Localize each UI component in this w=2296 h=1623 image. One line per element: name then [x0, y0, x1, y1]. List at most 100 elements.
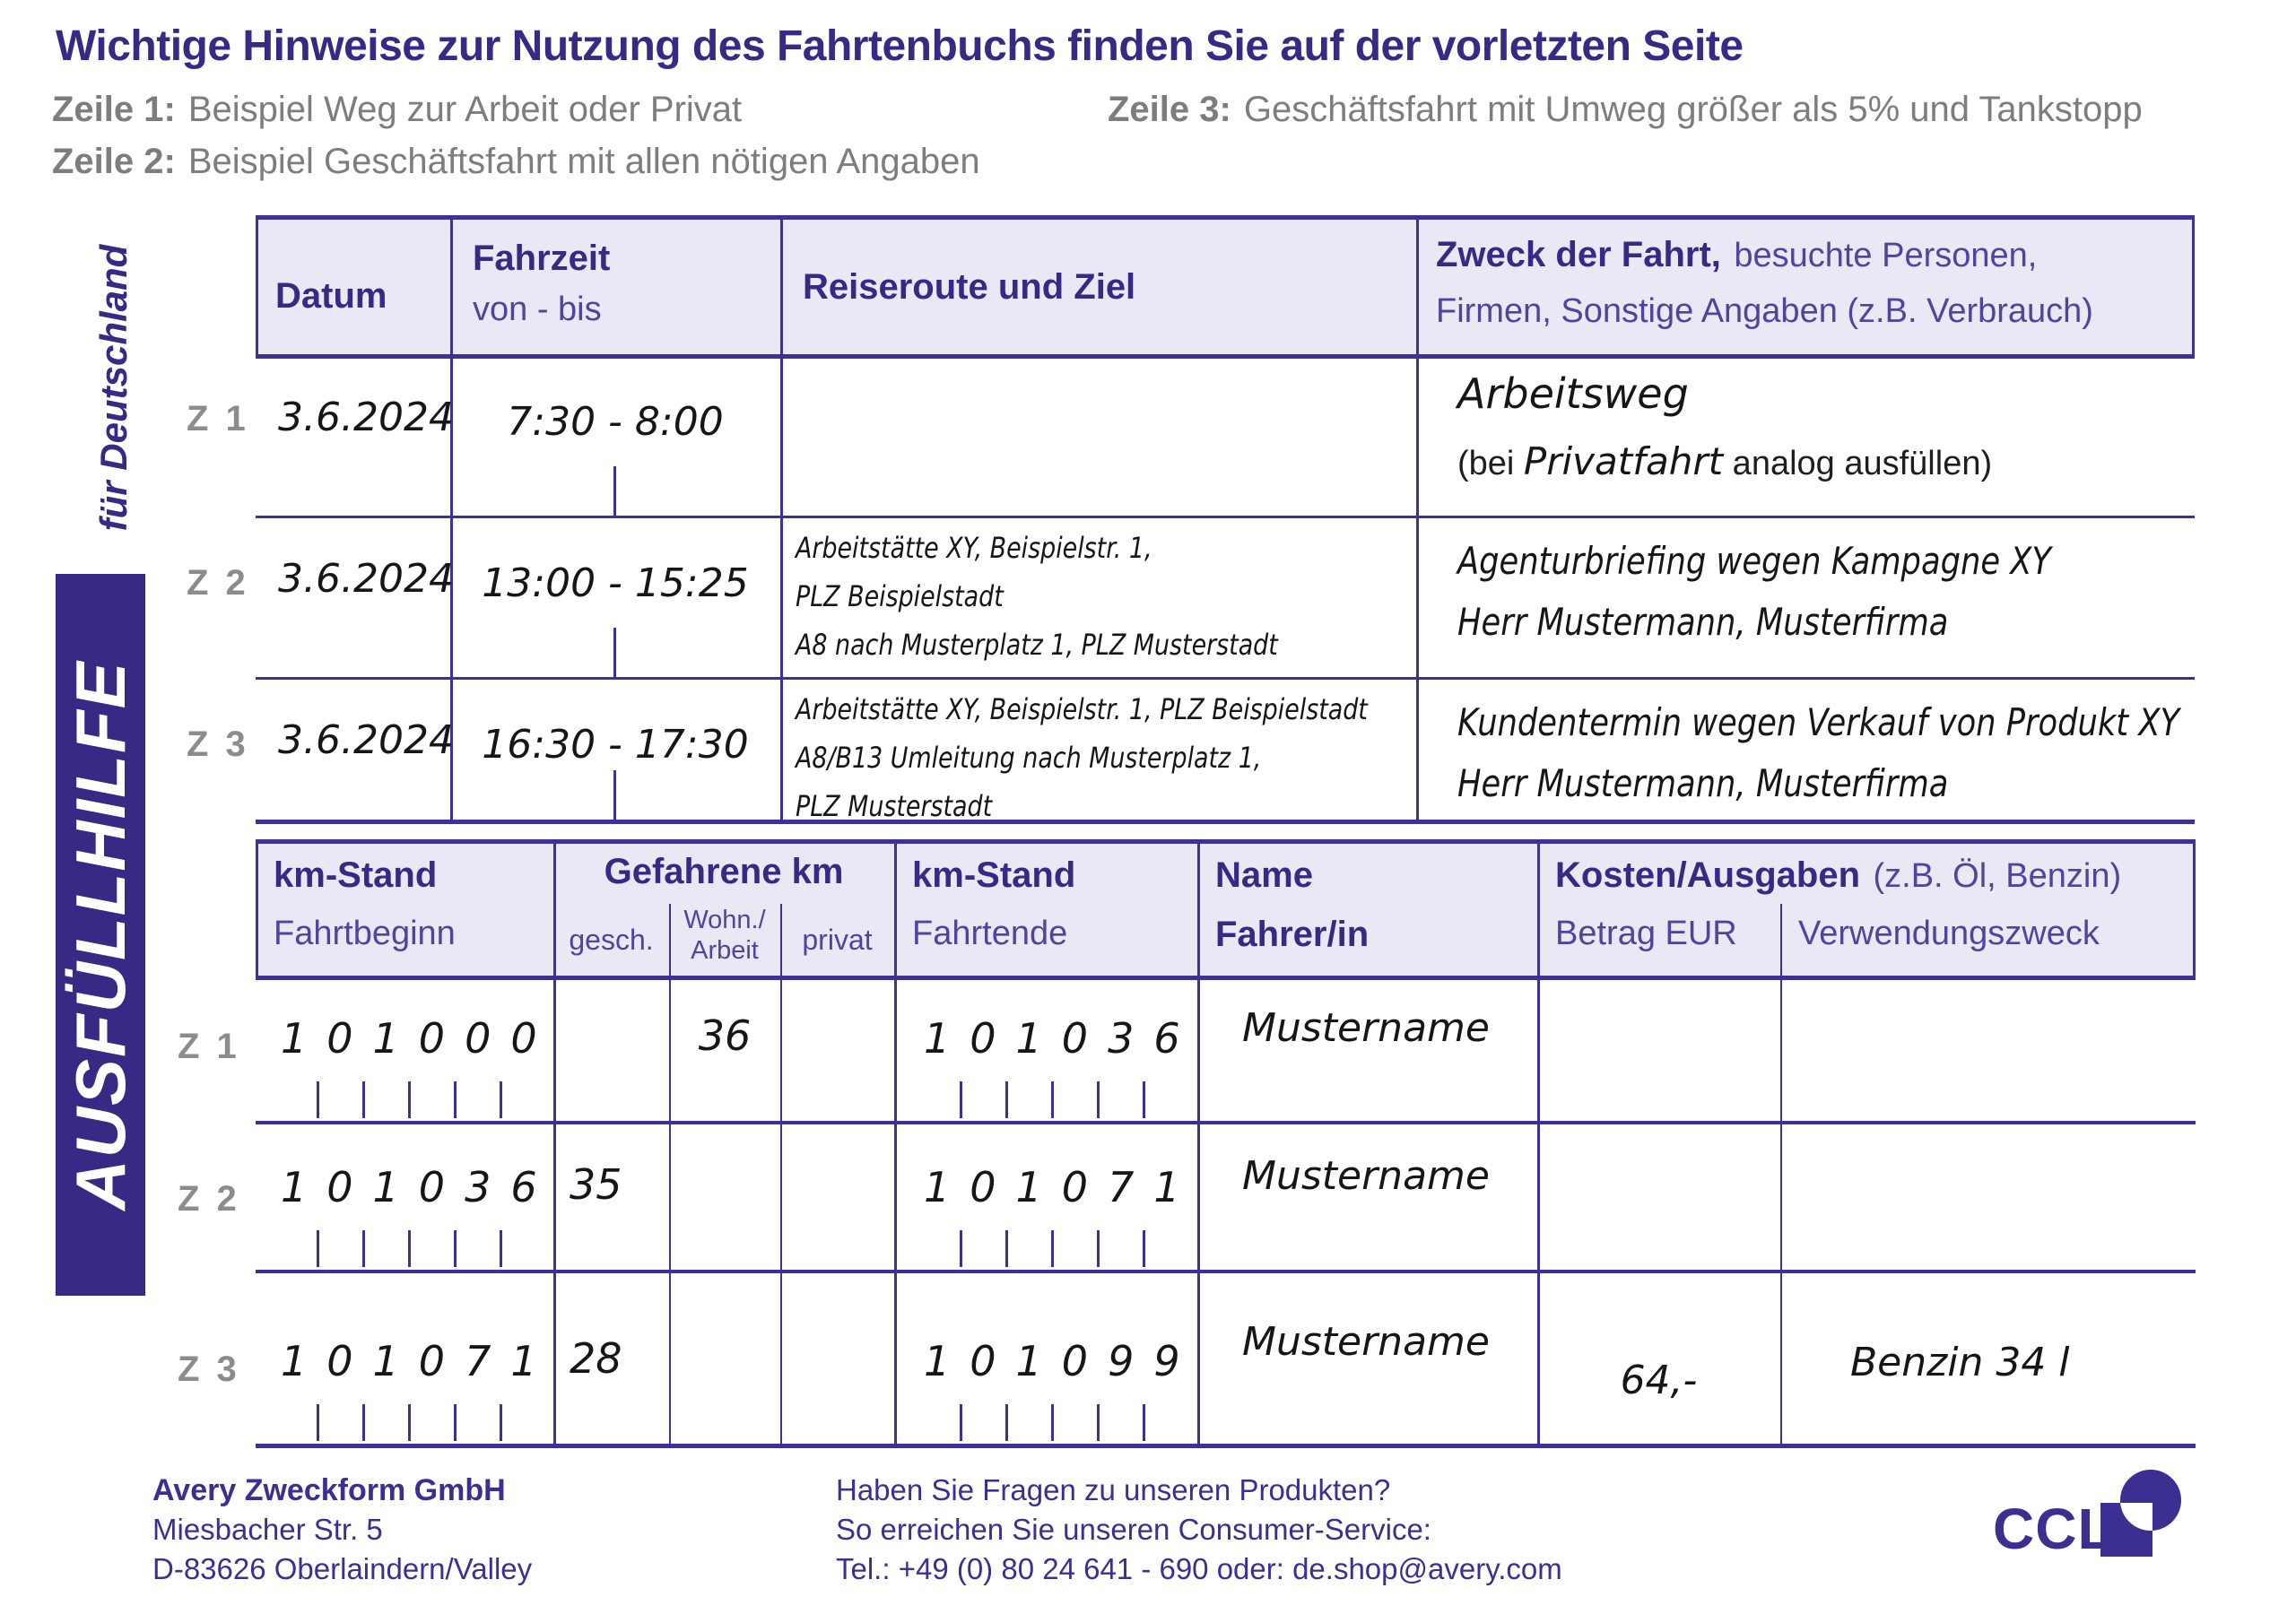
border-line — [2192, 215, 2195, 359]
col-header-verwendung: Verwendungszweck — [1798, 915, 2100, 952]
z2-driver-name: Mustername — [1242, 1153, 1490, 1199]
col-header-reiseroute: Reiseroute und Ziel — [803, 267, 1136, 307]
border-line — [1537, 839, 1540, 1445]
z3-zweck-line: Herr Mustermann, Musterfirma — [1457, 761, 1949, 805]
col-header-zweck-line1: Zweck der Fahrt, besuchte Personen, — [1436, 235, 2037, 275]
col-header-zweck-rest: besuchte Personen, — [1734, 237, 2038, 274]
row-separator — [256, 516, 2195, 518]
col-header-fahrzeit-sub: von - bis — [473, 291, 602, 328]
km-table: km-Stand Fahrtbeginn Gefahrene km gesch.… — [256, 839, 2196, 1448]
col-header-name-sub: Fahrer/in — [1215, 915, 1370, 954]
row-label-z2-km: Z 2 — [178, 1179, 240, 1219]
col-header-fahrzeit: Fahrzeit — [473, 239, 611, 278]
col-header-km-end-sub: Fahrtende — [912, 915, 1068, 952]
trip-table: Datum Fahrzeit von - bis Reiseroute und … — [256, 215, 2195, 824]
z2-route-line: PLZ Beispielstadt — [796, 579, 1004, 613]
col-header-zweck-bold: Zweck der Fahrt, — [1436, 235, 1721, 274]
z3-betrag: 64,- — [1620, 1358, 1698, 1403]
fahrzeit-divider-tick — [613, 466, 616, 516]
legend-zeile2-text: Beispiel Geschäftsfahrt mit allen nötige… — [187, 142, 980, 181]
col-header-km-begin: km-Stand — [274, 855, 438, 895]
z3-gesch-km: 28 — [570, 1334, 622, 1383]
z2-gesch-km: 35 — [570, 1160, 622, 1209]
country-label: für Deutschland — [92, 244, 135, 532]
z2-km-begin: 101036 — [281, 1163, 557, 1211]
digit-ticks — [960, 1404, 1145, 1441]
row-label-z3-km: Z 3 — [178, 1350, 240, 1389]
col-header-kosten-note: (z.B. Öl, Benzin) — [1873, 857, 2122, 895]
z2-zweck-line: Agenturbriefing wegen Kampagne XY — [1457, 539, 2051, 583]
col-header-kosten: Kosten/Ausgaben (z.B. Öl, Benzin) — [1555, 855, 2121, 896]
legend-zeile2-label: Zeile 2: — [52, 142, 176, 181]
digit-ticks — [960, 1081, 1145, 1118]
table-bottom-border — [256, 820, 2195, 824]
footer-service-line2: So erreichen Sie unseren Consumer-Servic… — [836, 1513, 1431, 1546]
border-line — [553, 839, 556, 1445]
row-label-z3: Z 3 — [187, 725, 249, 764]
border-line — [780, 904, 782, 1445]
cell-z1-datum: 3.6.2024 — [278, 395, 454, 440]
col-header-km-begin-sub: Fahrtbeginn — [274, 915, 456, 952]
digit-ticks — [317, 1081, 502, 1118]
z3-verwendungszweck: Benzin 34 l — [1850, 1340, 2070, 1385]
trip-table-header — [256, 215, 2195, 359]
cell-z3-reiseroute: Arbeitstätte XY, Beispielstr. 1, PLZ Bei… — [796, 685, 1368, 830]
legend-zeile3: Zeile 3: Geschäftsfahrt mit Umweg größer … — [1108, 90, 2143, 130]
border-line — [669, 904, 671, 1445]
cell-z2-datum: 3.6.2024 — [278, 556, 454, 602]
z3-route-line: Arbeitstätte XY, Beispielstr. 1, PLZ Bei… — [796, 692, 1368, 726]
row-separator — [256, 1270, 2196, 1273]
fahrzeit-divider-tick — [613, 770, 616, 820]
cell-z3-fahrzeit: 16:30 - 17:30 — [482, 722, 749, 768]
z3-km-begin: 101071 — [281, 1337, 557, 1385]
ccl-logo-text: CCL — [1993, 1497, 2114, 1561]
col-header-wohn-line2: Arbeit — [691, 936, 759, 965]
z3-route-line: A8/B13 Umleitung nach Musterplatz 1, — [796, 741, 1262, 775]
z2-zweck-line: Herr Mustermann, Musterfirma — [1457, 600, 1949, 644]
z1-km-end: 101036 — [924, 1014, 1200, 1063]
z2-route-line: A8 nach Musterplatz 1, PLZ Musterstadt — [796, 628, 1278, 662]
col-header-kosten-bold: Kosten/Ausgaben — [1555, 855, 1861, 895]
z3-zweck-line: Kundentermin wegen Verkauf von Produkt X… — [1457, 700, 2180, 744]
cell-z1-zweck-note: (bei Privatfahrt analog ausfüllen) — [1457, 439, 1992, 483]
border-line — [256, 215, 258, 359]
z2-route-line: Arbeitstätte XY, Beispielstr. 1, — [796, 531, 1152, 565]
digit-ticks — [317, 1404, 502, 1441]
row-label-z1-km: Z 1 — [178, 1027, 240, 1066]
footer-company-name: Avery Zweckform GmbH — [152, 1473, 506, 1507]
col-header-km-end: km-Stand — [912, 855, 1076, 895]
ausfuellhilfe-banner: AUSFÜLLHILFE — [56, 574, 145, 1296]
cell-z3-datum: 3.6.2024 — [278, 717, 454, 763]
cell-z1-fahrzeit: 7:30 - 8:00 — [507, 399, 724, 445]
col-header-privat: privat — [802, 924, 873, 956]
z1-km-begin: 101000 — [281, 1014, 557, 1063]
col-header-datum: Datum — [275, 276, 387, 316]
fahrzeit-divider-tick — [613, 628, 616, 677]
border-line — [1780, 904, 1782, 1445]
col-header-zweck-line2: Firmen, Sonstige Angaben (z.B. Verbrauch… — [1436, 292, 2093, 330]
page-title: Wichtige Hinweise zur Nutzung des Fahrte… — [56, 22, 1744, 70]
z1-note-pre: (bei — [1457, 445, 1524, 482]
border-line — [894, 839, 897, 1445]
cell-z2-reiseroute: Arbeitstätte XY, Beispielstr. 1, PLZ Bei… — [796, 524, 1278, 669]
col-header-wohn-line1: Wohn./ — [683, 906, 766, 934]
digit-ticks — [960, 1230, 1145, 1267]
table-bottom-border — [256, 1444, 2196, 1448]
cell-z2-zweck: Agenturbriefing wegen Kampagne XY Herr M… — [1457, 531, 2051, 653]
legend-zeile3-text: Geschäftsfahrt mit Umweg größer als 5% u… — [1243, 90, 2143, 129]
km-table-header — [256, 839, 2196, 980]
border-line — [256, 839, 258, 980]
legend-zeile1-text: Beispiel Weg zur Arbeit oder Privat — [187, 90, 743, 129]
footer-service-line1: Haben Sie Fragen zu unseren Produkten? — [836, 1473, 1391, 1506]
border-line — [2193, 839, 2196, 980]
z2-km-end: 101071 — [924, 1163, 1200, 1211]
col-header-name: Name — [1215, 855, 1313, 895]
border-line — [1197, 839, 1200, 1445]
row-separator — [256, 677, 2195, 680]
cell-z1-zweck-line1: Arbeitsweg — [1457, 369, 1689, 418]
z3-driver-name: Mustername — [1242, 1319, 1490, 1365]
footer-service-block: Haben Sie Fragen zu unseren Produkten? S… — [836, 1471, 1562, 1589]
footer-service-line3: Tel.: +49 (0) 80 24 641 - 690 oder: de.s… — [836, 1552, 1562, 1585]
z1-note-hand: Privatfahrt — [1523, 439, 1724, 483]
